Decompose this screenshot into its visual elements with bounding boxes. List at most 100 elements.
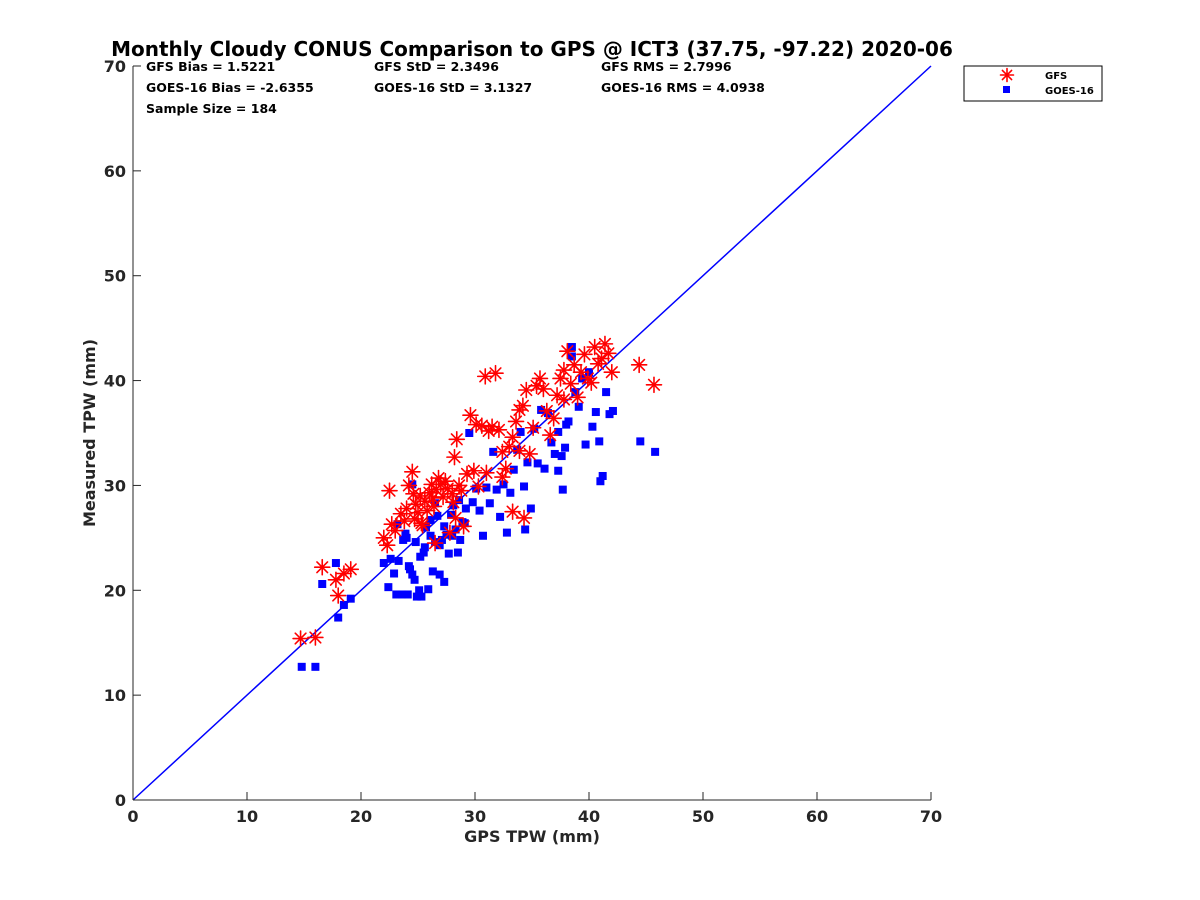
goes16-point — [492, 485, 501, 494]
gfs-point — [329, 587, 347, 604]
goes16-point — [403, 590, 412, 599]
x-tick-label: 70 — [920, 807, 942, 826]
goes16-point — [550, 449, 559, 458]
goes16-point — [334, 613, 343, 622]
legend-gfs-label: GFS — [1045, 71, 1067, 82]
gfs-point — [586, 338, 604, 356]
goes16-point — [433, 511, 442, 520]
stat-goes16-rms: GOES-16 RMS = 4.0938 — [601, 80, 765, 95]
goes16-point — [591, 408, 600, 417]
gfs-point — [504, 428, 521, 446]
goes16-point — [404, 562, 413, 571]
goes16-point — [435, 570, 444, 579]
goes16-point — [408, 570, 417, 579]
goes16-point — [444, 549, 453, 558]
goes16-point — [456, 535, 465, 544]
x-tick-label: 10 — [236, 807, 258, 826]
goes16-point — [398, 590, 407, 599]
x-tick-label: 0 — [127, 807, 138, 826]
x-tick-label: 60 — [806, 807, 828, 826]
x-axis-label: GPS TPW (mm) — [464, 827, 600, 846]
gfs-point — [473, 417, 491, 434]
y-axis-ticks: 0 10 20 30 40 50 60 70 — [104, 57, 141, 810]
goes16-point — [386, 554, 395, 563]
gfs-point — [378, 536, 396, 554]
goes16-point — [581, 440, 590, 449]
stat-goes16-std: GOES-16 StD = 3.1327 — [374, 80, 532, 95]
goes16-point — [513, 445, 522, 454]
goes16-point — [506, 488, 515, 497]
gfs-point — [490, 421, 508, 439]
gfs-point — [603, 363, 621, 381]
gfs-point — [447, 509, 464, 527]
goes16-point — [410, 575, 419, 584]
y-tick-label: 30 — [104, 476, 126, 495]
goes16-point — [533, 459, 542, 468]
gfs-point — [413, 514, 430, 532]
goes16-point — [426, 531, 435, 540]
x-tick-label: 20 — [350, 807, 372, 826]
x-tick-label: 50 — [692, 807, 714, 826]
gfs-point — [292, 630, 309, 647]
goes16-point — [516, 427, 525, 436]
y-tick-label: 70 — [104, 57, 126, 76]
goes16-point — [451, 525, 460, 534]
gfs-point — [478, 464, 495, 482]
y-tick-label: 60 — [104, 162, 126, 181]
goes16-point — [596, 477, 605, 486]
legend-box — [963, 65, 1103, 102]
y-tick-label: 20 — [104, 581, 126, 600]
gfs-point — [424, 489, 442, 507]
goes16-point — [588, 422, 597, 431]
goes16-point — [416, 552, 425, 561]
gfs-point — [426, 534, 444, 552]
goes16-point — [331, 559, 340, 568]
gfs-point — [555, 391, 573, 408]
legend: GFS GOES-16 — [963, 65, 1103, 102]
y-axis-label: Measured TPW (mm) — [80, 339, 99, 527]
goes16-point — [523, 458, 532, 467]
legend-gfs-marker — [999, 67, 1015, 83]
gfs-points-layer — [292, 335, 663, 647]
y-tick-label: 50 — [104, 267, 126, 286]
gfs-point — [445, 493, 462, 511]
one-to-one-line-layer — [132, 65, 932, 801]
gfs-point — [582, 374, 600, 391]
gfs-point — [511, 442, 528, 460]
goes16-point — [394, 556, 403, 565]
gfs-point — [458, 465, 476, 483]
gfs-point — [462, 406, 479, 424]
goes16-point — [554, 466, 563, 475]
goes16-point — [440, 522, 449, 531]
goes16-point — [440, 577, 449, 586]
gfs-point — [600, 345, 617, 362]
gfs-point — [396, 512, 413, 530]
gfs-point — [645, 376, 663, 394]
goes16-point — [608, 406, 617, 415]
gfs-point — [487, 364, 504, 382]
goes16-point — [435, 541, 444, 550]
gfs-point — [562, 375, 580, 393]
gfs-point — [470, 478, 487, 495]
goes16-point — [339, 600, 348, 609]
goes16-point — [426, 516, 435, 525]
goes16-point — [547, 438, 556, 447]
goes16-point — [401, 529, 410, 538]
goes16-point — [390, 569, 399, 578]
goes16-point — [554, 427, 563, 436]
goes16-point — [424, 585, 433, 594]
gfs-point — [465, 462, 483, 480]
goes16-point — [379, 559, 388, 568]
goes16-point — [447, 510, 456, 519]
gfs-point — [515, 509, 533, 527]
goes16-point — [499, 480, 508, 489]
goes16-point — [346, 594, 355, 603]
goes16-point — [482, 483, 491, 492]
goes16-point — [453, 548, 462, 557]
gfs-point — [381, 482, 398, 499]
gfs-point — [524, 419, 542, 437]
gfs-point — [405, 485, 422, 503]
goes16-point — [537, 405, 546, 414]
stat-sample-size: Sample Size = 184 — [146, 101, 277, 116]
legend-goes16-label: GOES-16 — [1045, 86, 1094, 97]
